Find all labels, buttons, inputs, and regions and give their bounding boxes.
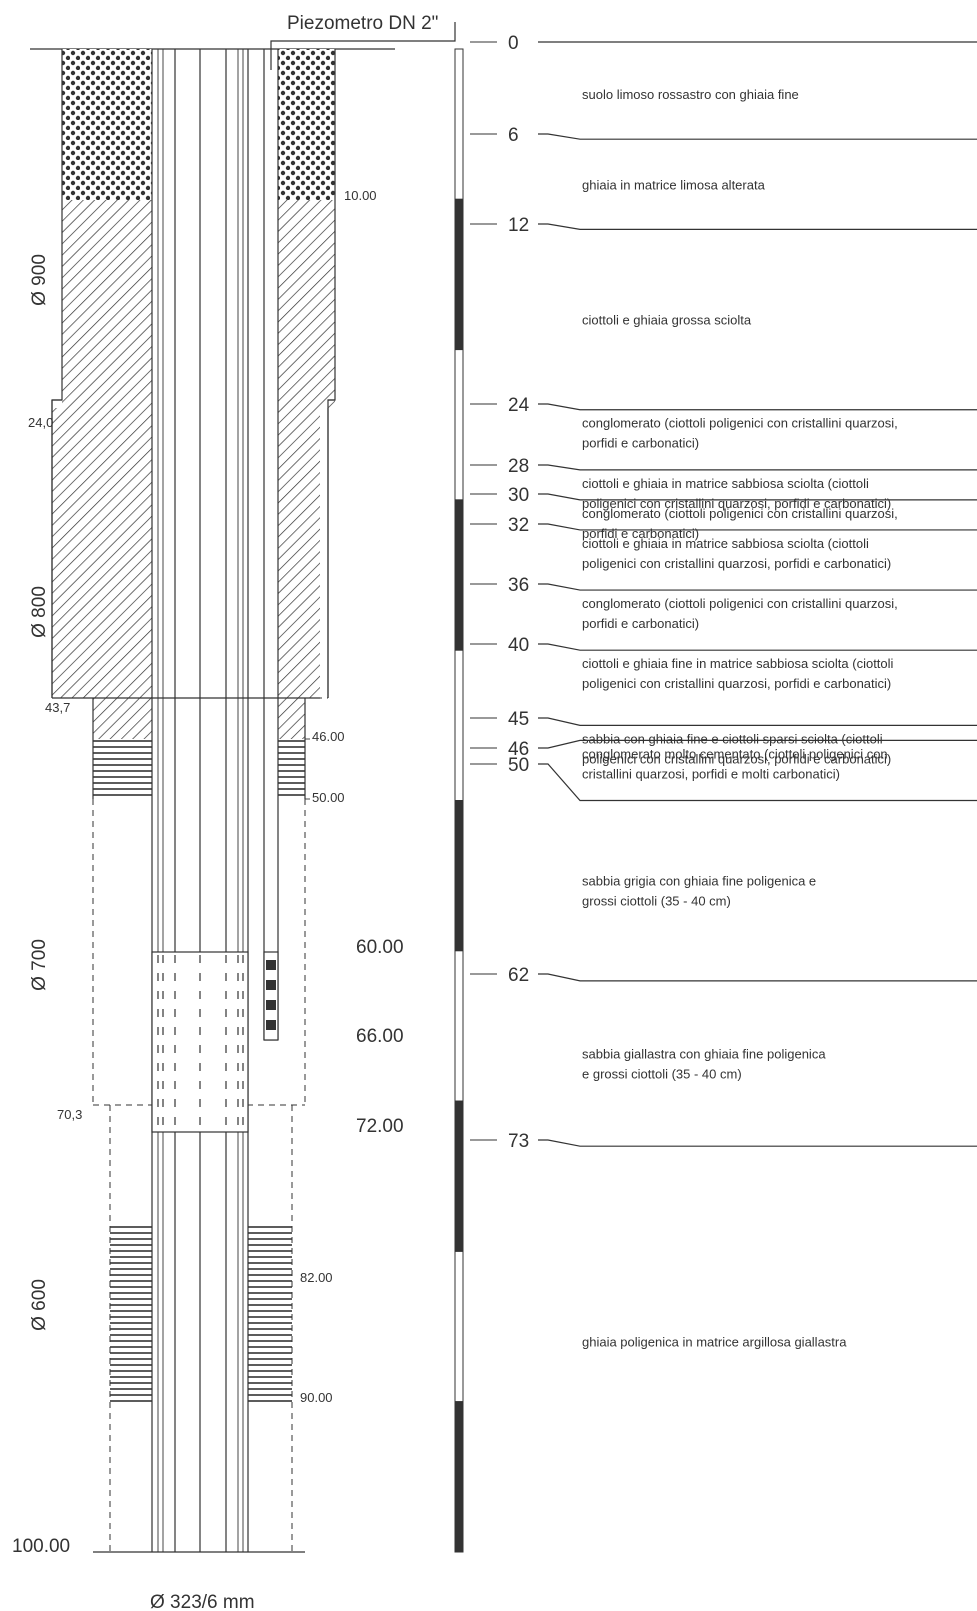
layer-boundary — [538, 643, 977, 651]
scale-segment — [454, 1100, 464, 1252]
well-casing — [151, 49, 249, 1552]
bore-diameter-label-800: Ø 800 — [29, 586, 50, 638]
layer-description: grossi ciottoli (35 - 40 cm) — [582, 894, 731, 909]
layer-description: sabbia grigia con ghiaia fine poligenica… — [582, 874, 816, 889]
layer-boundary — [538, 403, 977, 411]
screen-depth-mark-72: 72.00 — [356, 1116, 404, 1137]
layer-description: ciottoli e ghiaia grossa sciolta — [582, 313, 752, 328]
annulus-seal-left-deep — [110, 1223, 152, 1403]
scale-segment — [454, 499, 464, 651]
layer-top-depth: 62 — [508, 965, 529, 986]
annulus-hatch-fill-left — [62, 200, 152, 408]
annulus-clay-seal-left — [93, 739, 152, 799]
layer-description: suolo limoso rossastro con ghiaia fine — [582, 87, 799, 102]
layer-boundary — [538, 717, 977, 726]
layer-description: conglomerato molto cementato (ciottoli p… — [582, 746, 888, 761]
depth-scale-bar — [454, 48, 464, 1553]
annulus-dotted-fill-left — [62, 49, 152, 200]
casing-diameter-label: Ø 323/6 mm — [150, 1592, 255, 1611]
layer-top-depth: 40 — [508, 635, 529, 656]
scale-segment — [454, 1401, 464, 1553]
layer-top-depth: 24 — [508, 395, 530, 416]
layer-description: conglomerato (ciottoli poligenici con cr… — [582, 596, 898, 611]
layer-description: porfidi e carbonatici) — [582, 616, 699, 631]
bore-diameter-label-600: Ø 600 — [29, 1279, 50, 1331]
diameter-change-depth-43: 43,7 — [45, 700, 70, 715]
layer-boundary — [538, 973, 977, 982]
annulus-hatch-fill-right — [278, 200, 335, 408]
annulus-hatch-fill-left-2 — [52, 408, 152, 698]
annulus-clay-seal-right — [278, 739, 305, 799]
layer-description: cristallini quarzosi, porfidi e molti ca… — [582, 766, 840, 781]
layer-boundary — [538, 739, 977, 749]
bottom-depth-label: 100.00 — [12, 1536, 70, 1557]
layer-boundary — [538, 763, 977, 802]
scale-segment — [454, 800, 464, 952]
layer-boundary — [538, 493, 977, 501]
annulus-hatch-fill-right-3 — [278, 698, 305, 739]
layer-top-depth: 73 — [508, 1131, 529, 1152]
layer-top-depth: 50 — [508, 755, 529, 776]
layer-top-depth: 46 — [508, 739, 529, 760]
annulus-seal-right-deep — [248, 1223, 292, 1403]
annulus-dotted-fill-right — [278, 49, 335, 200]
layer-top-depth: 0 — [508, 33, 519, 54]
scale-segment — [454, 349, 464, 501]
annulus-hatch-fill-left-3 — [93, 698, 152, 739]
layer-description: poligenici con cristallini quarzosi, por… — [582, 676, 891, 691]
layer-boundary — [538, 523, 977, 531]
layer-description: ciottoli e ghiaia in matrice sabbiosa sc… — [582, 536, 869, 551]
well-depth-mark-46: 46.00 — [312, 729, 345, 744]
diameter-change-depth-24: 24,0 — [28, 415, 53, 430]
scale-segment — [454, 198, 464, 351]
layer-top-depth: 6 — [508, 125, 519, 146]
annulus-hatch-fill-right-2 — [278, 408, 320, 698]
layer-boundary — [538, 223, 977, 230]
piezometer-label: Piezometro DN 2" — [287, 13, 438, 34]
layer-description: ghiaia in matrice limosa alterata — [582, 177, 766, 192]
well-depth-mark-50: 50.00 — [312, 790, 345, 805]
diameter-change-depth-70: 70,3 — [57, 1107, 82, 1122]
piezometer-pipe — [263, 22, 456, 1041]
layer-top-depth: 45 — [508, 709, 529, 730]
layer-description: poligenici con cristallini quarzosi, por… — [582, 556, 891, 571]
layer-boundary — [538, 583, 977, 591]
bore-diameter-label-700: Ø 700 — [29, 939, 50, 991]
screen-depth-mark-60: 60.00 — [356, 937, 404, 958]
layer-top-depth: 30 — [508, 485, 529, 506]
layer-boundary — [538, 1139, 977, 1147]
stratigraphy-column: 0 suolo limoso rossastro con ghiaia fine 6… — [470, 33, 977, 1350]
layer-description: e grossi ciottoli (35 - 40 cm) — [582, 1067, 742, 1082]
layer-boundary — [538, 133, 977, 140]
layer-description: ghiaia poligenica in matrice argillosa g… — [582, 1335, 847, 1350]
layer-description: porfidi e carbonatici) — [582, 436, 699, 451]
well-depth-mark-90: 90.00 — [300, 1390, 333, 1405]
scale-segment — [454, 649, 464, 802]
layer-description: sabbia con ghiaia fine e ciottoli sparsi… — [582, 731, 883, 746]
well-screen-slots — [157, 955, 244, 1130]
well-depth-mark-10: 10.00 — [344, 188, 377, 203]
screen-depth-mark-66: 66.00 — [356, 1026, 404, 1047]
layer-description: conglomerato (ciottoli poligenici con cr… — [582, 506, 898, 521]
layer-top-depth: 32 — [508, 515, 529, 536]
layer-top-depth: 36 — [508, 575, 529, 596]
layer-top-depth: 12 — [508, 215, 529, 236]
layer-description: sabbia giallastra con ghiaia fine polige… — [582, 1047, 826, 1062]
scale-segment — [454, 950, 464, 1102]
layer-boundary — [538, 464, 977, 471]
scale-segment — [454, 48, 464, 200]
bore-diameter-label-900: Ø 900 — [29, 254, 50, 306]
layer-top-depth: 28 — [508, 456, 529, 477]
layer-description: poligenici con cristallini quarzosi, por… — [582, 751, 891, 766]
well-depth-mark-82: 82.00 — [300, 1270, 333, 1285]
layer-description: conglomerato (ciottoli poligenici con cr… — [582, 416, 898, 431]
layer-description: ciottoli e ghiaia in matrice sabbiosa sc… — [582, 476, 869, 491]
layer-description: ciottoli e ghiaia fine in matrice sabbio… — [582, 656, 894, 671]
scale-segment — [454, 1250, 464, 1403]
